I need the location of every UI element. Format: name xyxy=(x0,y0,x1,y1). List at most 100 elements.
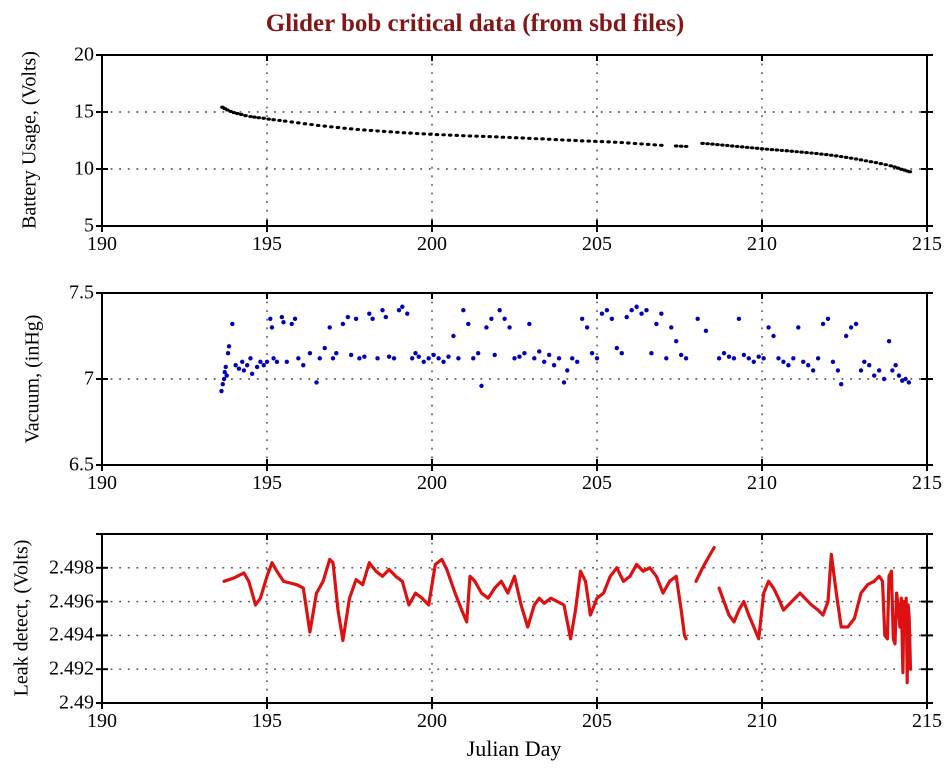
data-point xyxy=(357,356,362,361)
data-point xyxy=(240,359,245,364)
data-point xyxy=(594,356,600,361)
data-point xyxy=(238,112,244,117)
data-line xyxy=(222,557,688,643)
data-point xyxy=(431,352,436,358)
data-point xyxy=(348,352,354,358)
data-point xyxy=(282,119,288,123)
data-point xyxy=(839,381,844,387)
data-point xyxy=(487,135,493,139)
vacuum-x-tick-label: 215 xyxy=(912,472,942,494)
data-point xyxy=(471,356,476,361)
data-point xyxy=(494,135,499,139)
data-point xyxy=(751,359,756,364)
data-point xyxy=(269,325,275,330)
data-point xyxy=(804,150,809,155)
data-point xyxy=(612,140,618,144)
vacuum-x-tick-label: 210 xyxy=(747,472,777,494)
data-point xyxy=(835,368,841,373)
data-point xyxy=(776,356,781,361)
vacuum-y-tick-label: 7 xyxy=(84,367,94,390)
data-point xyxy=(307,351,313,356)
data-point xyxy=(673,144,679,148)
data-point xyxy=(219,388,224,394)
data-point xyxy=(674,338,679,344)
data-point xyxy=(454,133,460,137)
data-point xyxy=(329,125,334,129)
data-point xyxy=(599,311,605,316)
leak-x-tick-label: 215 xyxy=(912,710,942,732)
data-point xyxy=(381,129,387,133)
data-point xyxy=(848,156,854,160)
data-point xyxy=(233,363,238,368)
data-point xyxy=(872,373,877,378)
data-point xyxy=(796,325,801,330)
data-point xyxy=(532,356,537,361)
data-point xyxy=(606,140,611,144)
data-point xyxy=(741,352,747,358)
data-point xyxy=(553,137,559,142)
data-point xyxy=(414,131,420,136)
data-point xyxy=(476,351,481,356)
data-point xyxy=(589,351,595,356)
data-point xyxy=(771,333,776,339)
data-point xyxy=(317,356,322,361)
leak-y-tick-label: 2.492 xyxy=(49,657,94,680)
data-point xyxy=(629,308,634,313)
data-point xyxy=(254,364,260,370)
data-point xyxy=(221,376,227,382)
data-point xyxy=(434,132,440,137)
data-point xyxy=(408,131,413,135)
data-point xyxy=(421,132,427,136)
data-point xyxy=(391,356,397,361)
data-point xyxy=(794,150,799,154)
battery-x-tick-label: 200 xyxy=(417,233,447,255)
data-point xyxy=(441,359,446,364)
data-point xyxy=(258,359,263,364)
data-point xyxy=(619,140,625,145)
data-point xyxy=(848,325,854,330)
data-point xyxy=(230,321,235,327)
data-point xyxy=(513,136,519,140)
data-point xyxy=(461,134,466,138)
data-point xyxy=(421,359,426,364)
data-point xyxy=(683,144,689,149)
data-point xyxy=(853,157,859,161)
vacuum-x-tick-label: 190 xyxy=(87,472,117,494)
data-point xyxy=(838,154,844,159)
data-point xyxy=(703,328,709,334)
data-point xyxy=(301,363,306,368)
data-point xyxy=(428,132,433,136)
vacuum-x-tick-label: 200 xyxy=(417,472,447,494)
data-point xyxy=(268,316,273,321)
data-point xyxy=(284,359,289,364)
data-point xyxy=(654,321,659,327)
vacuum-y-tick-label: 6.5 xyxy=(69,453,94,476)
data-point xyxy=(405,311,410,316)
data-point xyxy=(546,352,552,358)
battery-x-tick-label: 205 xyxy=(582,233,612,255)
data-point xyxy=(527,321,532,327)
vacuum-y-tick-label: 7.5 xyxy=(69,281,94,304)
leak-x-tick-label: 190 xyxy=(87,710,117,732)
data-point xyxy=(725,143,730,148)
data-point xyxy=(226,344,232,349)
data-point xyxy=(309,122,314,127)
data-point xyxy=(726,354,732,359)
data-point xyxy=(774,148,780,152)
data-point xyxy=(436,356,441,361)
battery-y-tick-label: 10 xyxy=(74,157,94,180)
data-point xyxy=(296,356,301,361)
data-point xyxy=(507,325,512,330)
battery-y-tick-label: 15 xyxy=(74,100,94,123)
data-point xyxy=(645,142,651,146)
data-point xyxy=(315,123,321,128)
data-point xyxy=(678,352,684,358)
data-point xyxy=(683,356,689,361)
data-point xyxy=(824,153,829,157)
data-point xyxy=(292,316,298,321)
data-point xyxy=(560,138,565,142)
data-point xyxy=(461,308,466,313)
data-point xyxy=(624,314,629,320)
data-point xyxy=(271,118,276,122)
data-point xyxy=(410,356,415,361)
